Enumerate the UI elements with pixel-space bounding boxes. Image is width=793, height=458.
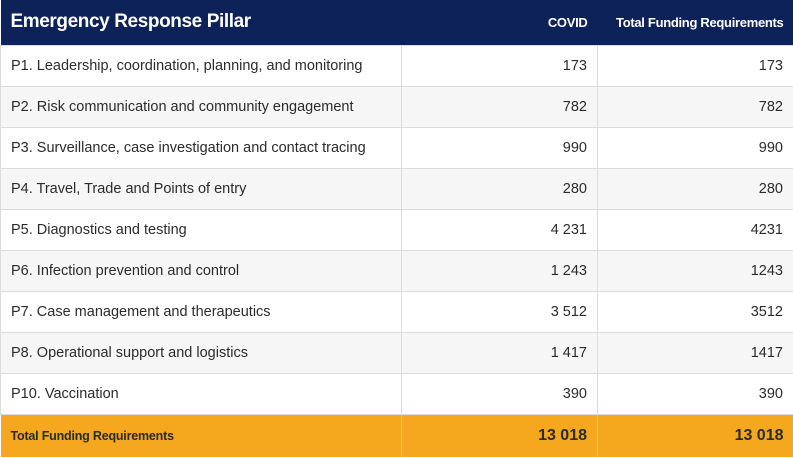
row-covid: 173: [401, 44, 598, 87]
row-covid: 4 231: [401, 208, 598, 251]
header-covid: COVID: [401, 0, 598, 45]
table-body: P1. Leadership, coordination, planning, …: [0, 44, 793, 415]
table-row: P2. Risk communication and community eng…: [0, 85, 793, 128]
table-row: P1. Leadership, coordination, planning, …: [0, 44, 793, 87]
table-row: P6. Infection prevention and control 1 2…: [0, 249, 793, 292]
total-covid: 13 018: [401, 414, 598, 457]
table-row: P3. Surveillance, case investigation and…: [0, 126, 793, 169]
table-header: Emergency Response Pillar COVID Total Fu…: [0, 0, 793, 45]
header-total: Total Funding Requirements: [597, 0, 793, 45]
table-footer: Total Funding Requirements 13 018 13 018: [0, 414, 793, 457]
row-covid: 1 243: [401, 249, 598, 292]
row-pillar: P5. Diagnostics and testing: [0, 208, 402, 251]
row-total: 1417: [597, 331, 793, 374]
row-covid: 1 417: [401, 331, 598, 374]
row-pillar: P2. Risk communication and community eng…: [0, 85, 402, 128]
row-total: 990: [597, 126, 793, 169]
row-covid: 390: [401, 372, 598, 415]
row-total: 3512: [597, 290, 793, 333]
row-total: 390: [597, 372, 793, 415]
row-pillar: P7. Case management and therapeutics: [0, 290, 402, 333]
row-covid: 782: [401, 85, 598, 128]
row-pillar: P10. Vaccination: [0, 372, 402, 415]
header-pillar: Emergency Response Pillar: [0, 0, 402, 45]
total-row: Total Funding Requirements 13 018 13 018: [0, 414, 793, 457]
row-pillar: P6. Infection prevention and control: [0, 249, 402, 292]
header-row: Emergency Response Pillar COVID Total Fu…: [0, 0, 793, 45]
row-pillar: P1. Leadership, coordination, planning, …: [0, 44, 402, 87]
total-label: Total Funding Requirements: [0, 414, 402, 457]
row-pillar: P3. Surveillance, case investigation and…: [0, 126, 402, 169]
row-pillar: P4. Travel, Trade and Points of entry: [0, 167, 402, 210]
row-total: 4231: [597, 208, 793, 251]
row-total: 1243: [597, 249, 793, 292]
row-pillar: P8. Operational support and logistics: [0, 331, 402, 374]
table-row: P5. Diagnostics and testing 4 231 4231: [0, 208, 793, 251]
row-covid: 990: [401, 126, 598, 169]
table-row: P7. Case management and therapeutics 3 5…: [0, 290, 793, 333]
table-row: P8. Operational support and logistics 1 …: [0, 331, 793, 374]
total-total: 13 018: [597, 414, 793, 457]
row-total: 782: [597, 85, 793, 128]
row-total: 280: [597, 167, 793, 210]
row-total: 173: [597, 44, 793, 87]
table-row: P10. Vaccination 390 390: [0, 372, 793, 415]
row-covid: 280: [401, 167, 598, 210]
table-row: P4. Travel, Trade and Points of entry 28…: [0, 167, 793, 210]
row-covid: 3 512: [401, 290, 598, 333]
